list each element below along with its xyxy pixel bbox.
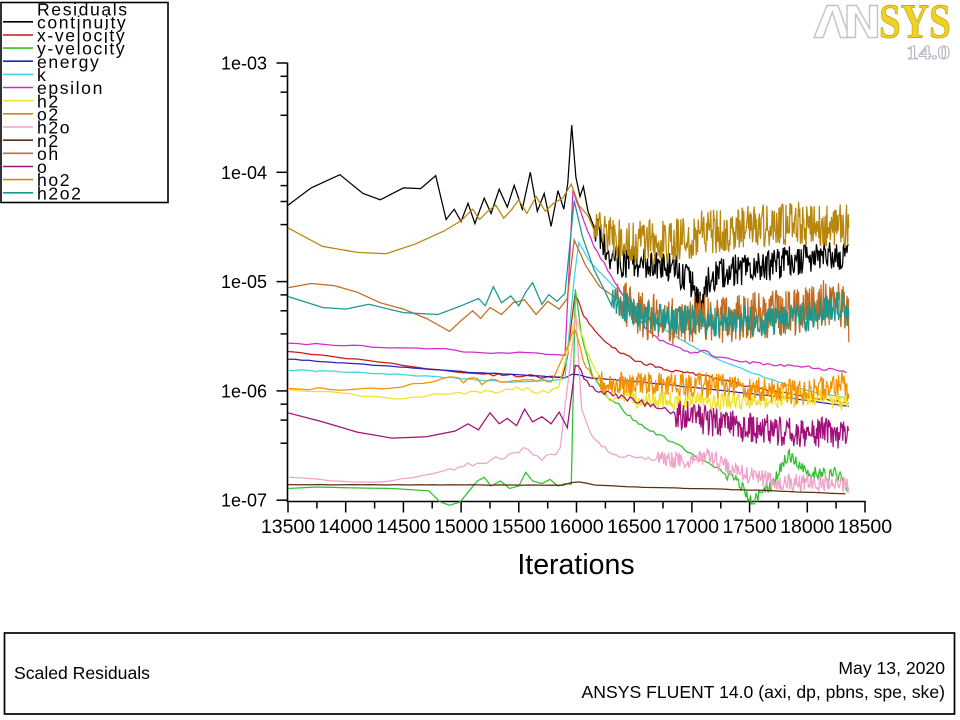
- svg-text:x-velocity: x-velocity: [37, 26, 126, 46]
- svg-text:1e-04: 1e-04: [221, 163, 267, 183]
- svg-text:y-velocity: y-velocity: [37, 39, 126, 59]
- svg-text:energy: energy: [37, 52, 100, 72]
- svg-text:1e-05: 1e-05: [221, 272, 267, 292]
- svg-text:Scaled Residuals: Scaled Residuals: [14, 663, 150, 683]
- svg-text:16500: 16500: [607, 516, 661, 538]
- svg-text:15000: 15000: [434, 516, 488, 538]
- svg-text:h2o2: h2o2: [37, 183, 83, 203]
- svg-text:17000: 17000: [665, 516, 719, 538]
- svg-text:Residuals: Residuals: [37, 0, 129, 20]
- svg-text:18500: 18500: [838, 516, 892, 538]
- svg-text:k: k: [37, 65, 47, 85]
- svg-text:1e-07: 1e-07: [221, 491, 267, 511]
- svg-text:May 13, 2020: May 13, 2020: [838, 658, 945, 678]
- svg-text:18000: 18000: [780, 516, 834, 538]
- svg-text:16000: 16000: [549, 516, 603, 538]
- svg-text:Iterations: Iterations: [517, 549, 634, 581]
- svg-text:epsilon: epsilon: [37, 78, 104, 98]
- svg-text:14000: 14000: [319, 516, 373, 538]
- svg-text:1e-03: 1e-03: [221, 54, 267, 74]
- svg-text:continuity: continuity: [37, 12, 127, 32]
- svg-text:13500: 13500: [261, 516, 315, 538]
- svg-text:ho2: ho2: [37, 170, 71, 190]
- svg-text:ANSYS FLUENT 14.0 (axi, dp, pb: ANSYS FLUENT 14.0 (axi, dp, pbns, spe, s…: [582, 682, 945, 702]
- svg-text:h2o: h2o: [37, 118, 71, 138]
- svg-text:n2: n2: [37, 131, 60, 151]
- svg-text:14.0: 14.0: [906, 41, 950, 63]
- svg-text:SYS: SYS: [879, 0, 951, 48]
- svg-text:o: o: [37, 157, 48, 177]
- svg-text:h2: h2: [37, 91, 60, 111]
- svg-text:17500: 17500: [722, 516, 776, 538]
- svg-text:15500: 15500: [492, 516, 546, 538]
- svg-text:14500: 14500: [376, 516, 430, 538]
- svg-text:1e-06: 1e-06: [221, 381, 267, 401]
- svg-text:o2: o2: [37, 104, 60, 124]
- svg-text:oh: oh: [37, 144, 60, 164]
